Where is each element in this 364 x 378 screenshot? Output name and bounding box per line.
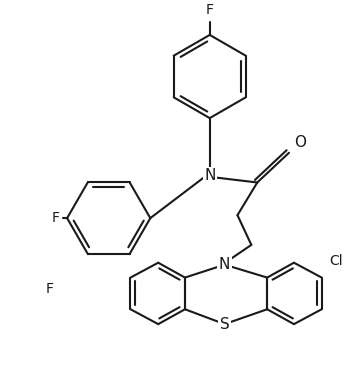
Text: F: F xyxy=(45,282,53,296)
Text: S: S xyxy=(220,317,229,332)
Text: Cl: Cl xyxy=(329,254,343,268)
Text: O: O xyxy=(294,135,306,150)
Text: F: F xyxy=(51,211,59,225)
Text: N: N xyxy=(204,168,215,183)
Text: F: F xyxy=(206,3,214,17)
Text: N: N xyxy=(219,257,230,272)
